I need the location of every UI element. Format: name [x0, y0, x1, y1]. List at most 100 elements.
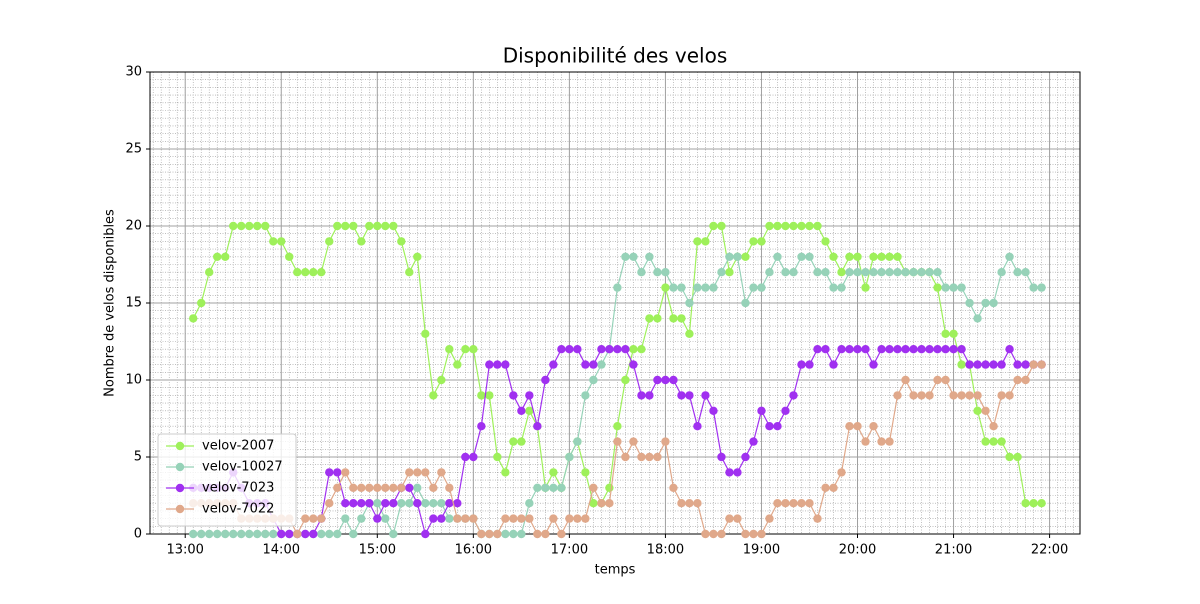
data-point [253, 529, 262, 539]
data-point [581, 468, 590, 477]
data-point [1005, 252, 1014, 261]
data-point [397, 483, 406, 492]
data-point [637, 452, 646, 462]
data-point [509, 514, 518, 523]
data-point [957, 345, 966, 354]
data-point [557, 345, 566, 354]
data-point [501, 360, 510, 369]
data-point [413, 468, 422, 477]
data-point [685, 298, 694, 308]
data-point [405, 468, 414, 477]
data-point [205, 268, 214, 277]
data-point [653, 314, 662, 323]
data-point [557, 529, 566, 539]
data-point [653, 452, 662, 462]
data-point [781, 499, 790, 508]
data-point [773, 252, 782, 261]
data-point [821, 483, 830, 492]
plot-frame [149, 71, 1081, 535]
data-point [549, 360, 558, 369]
data-point [621, 252, 630, 261]
data-point [941, 329, 950, 338]
data-point [229, 529, 238, 539]
data-point [693, 499, 702, 508]
y-tick-label: 10 [125, 373, 142, 388]
data-point [757, 529, 766, 539]
data-point [725, 252, 734, 261]
data-point [917, 345, 926, 354]
data-point [741, 252, 750, 261]
data-point [933, 268, 942, 277]
data-point [949, 391, 958, 400]
data-point [565, 514, 574, 523]
data-point [805, 360, 814, 369]
data-point [613, 422, 622, 431]
data-point [205, 529, 214, 539]
data-point [389, 483, 398, 492]
data-point [437, 468, 446, 477]
data-point [525, 499, 534, 508]
data-point [589, 499, 598, 508]
data-point [837, 468, 846, 477]
data-point [677, 391, 686, 400]
y-tick-label: 20 [125, 219, 142, 234]
data-point [901, 268, 910, 277]
data-point [501, 468, 510, 477]
x-tick-label: 22:00 [1031, 543, 1068, 558]
data-point [661, 375, 670, 385]
data-point [869, 252, 878, 261]
data-point [693, 237, 702, 246]
data-point [309, 268, 318, 277]
data-point [685, 499, 694, 508]
data-point [917, 391, 926, 400]
data-point [765, 268, 774, 277]
data-point [397, 499, 406, 508]
data-point [717, 221, 726, 231]
data-point [1005, 391, 1014, 400]
data-point [581, 360, 590, 369]
x-tick-label: 14:00 [263, 543, 300, 558]
data-point [213, 529, 222, 539]
data-point [677, 314, 686, 323]
data-point [333, 483, 342, 492]
data-point [661, 268, 670, 277]
data-point [925, 391, 934, 400]
data-point [485, 360, 494, 369]
data-point [357, 237, 366, 246]
data-point [709, 529, 718, 539]
data-point [1037, 360, 1046, 369]
data-point [645, 252, 654, 261]
data-point [237, 529, 246, 539]
data-point [565, 452, 574, 462]
data-point [1029, 283, 1038, 292]
data-point [1013, 452, 1022, 462]
x-axis-label: temps [595, 563, 636, 578]
data-point [669, 375, 678, 385]
x-tick-label: 13:00 [166, 543, 203, 558]
data-point [293, 268, 302, 277]
data-point [389, 499, 398, 508]
data-point [941, 283, 950, 292]
data-point [669, 283, 678, 292]
data-point [421, 468, 430, 477]
data-point [853, 252, 862, 261]
data-point [997, 437, 1006, 446]
data-point [197, 298, 206, 308]
data-point [389, 221, 398, 231]
data-point [453, 514, 462, 523]
data-point [669, 483, 678, 492]
data-point [357, 483, 366, 492]
data-point [685, 329, 694, 338]
data-point [421, 529, 430, 539]
legend-marker [175, 462, 185, 472]
data-point [1013, 268, 1022, 277]
data-point [1021, 375, 1030, 385]
data-point [509, 529, 518, 539]
data-point [821, 345, 830, 354]
data-point [917, 268, 926, 277]
data-point [629, 360, 638, 369]
data-point [837, 268, 846, 277]
data-point [533, 483, 542, 492]
y-axis-label: Nombre de velos disponibles [103, 209, 118, 397]
legend: velov-2007 velov-10027 velov-7023 velov-702… [157, 433, 297, 527]
